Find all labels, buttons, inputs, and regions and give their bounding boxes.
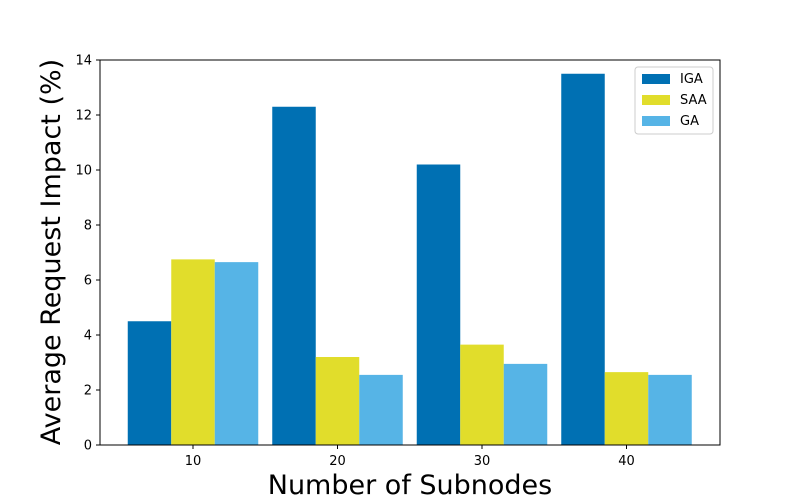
legend-label-saa: SAA [680,93,707,108]
y-tick-label: 6 [84,274,92,289]
legend-swatch-iga [642,74,670,84]
y-tick-label: 12 [75,109,92,124]
legend-swatch-saa [642,95,670,105]
bar-iga-40 [561,73,605,445]
bars-layer [127,73,692,446]
bar-ga-40 [648,374,692,446]
y-tick-label: 8 [84,219,92,234]
bar-iga-30 [416,164,461,445]
y-tick-label: 4 [84,329,92,344]
bar-saa-10 [171,259,215,446]
y-tick-label: 0 [84,439,92,454]
x-tick-label: 40 [618,454,635,469]
y-axis-label: Average Request Impact (%) [36,59,67,445]
x-tick-label: 10 [185,454,202,469]
bar-iga-20 [272,106,316,445]
bar-saa-20 [315,357,360,445]
x-axis-label: Number of Subnodes [268,470,553,500]
bar-saa-40 [604,372,649,446]
bar-iga-10 [127,321,172,445]
y-tick-label: 2 [84,384,92,399]
legend-label-ga: GA [680,114,699,129]
legend-label-iga: IGA [680,72,703,87]
x-axis: 10 20 30 40 [185,445,635,469]
y-tick-label: 10 [75,164,92,179]
legend: IGA SAA GA [634,66,714,135]
bar-ga-20 [359,374,403,446]
plot-frame [99,59,721,446]
y-tick-label: 14 [75,54,92,69]
bar-saa-30 [460,344,504,446]
bar-ga-30 [503,363,548,446]
y-axis: 0 2 4 6 8 10 12 14 [75,54,100,454]
bar-ga-10 [214,262,259,446]
x-tick-label: 20 [329,454,346,469]
legend-swatch-ga [642,116,670,126]
x-tick-label: 30 [474,454,491,469]
